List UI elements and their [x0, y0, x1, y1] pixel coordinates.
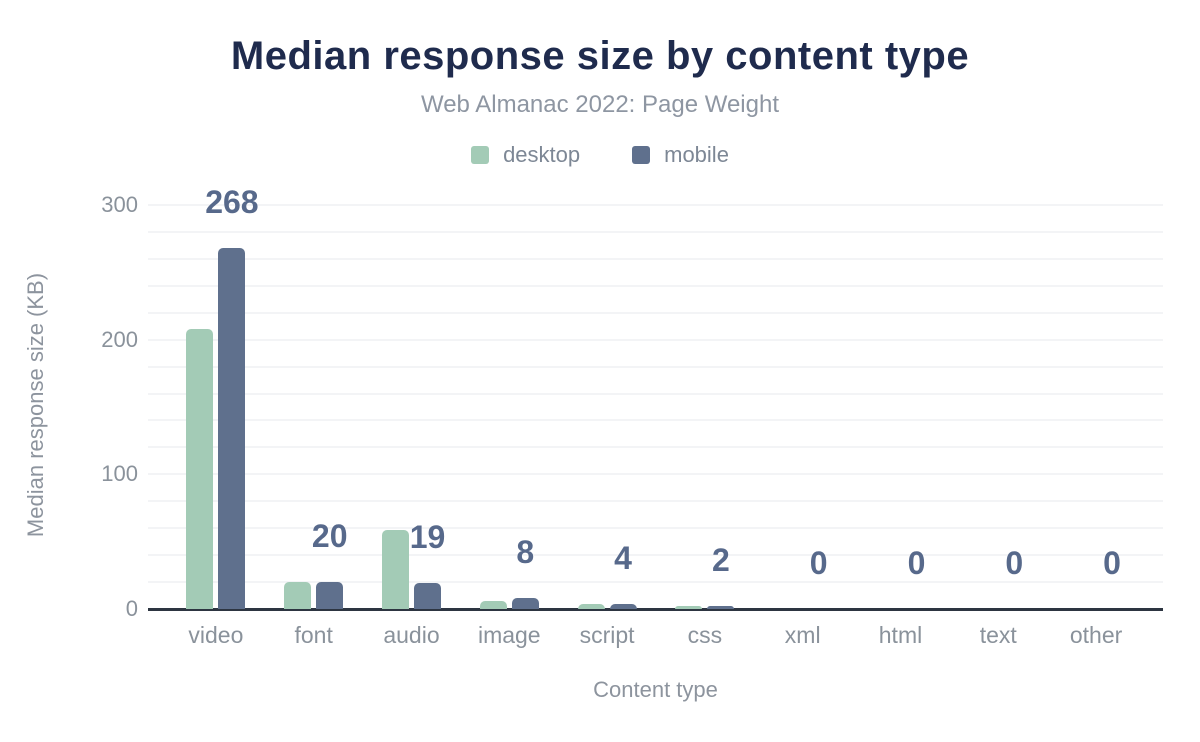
gridline-300 — [148, 204, 1163, 206]
y-tick-label-200: 200 — [101, 326, 138, 352]
gridline-280 — [148, 230, 1163, 233]
chart-title: Median response size by content type — [230, 34, 970, 78]
value-label-image: 8 — [516, 534, 535, 571]
value-label-script: 4 — [614, 539, 632, 576]
bar-css-mobile[interactable] — [707, 606, 735, 609]
x-tick-label-audio: audio — [383, 622, 440, 648]
category-group-css: 2 css — [656, 205, 754, 648]
gridline-220 — [148, 311, 1163, 314]
chart-subtitle: Web Almanac 2022: Page Weight — [420, 91, 779, 118]
bar-font-mobile[interactable] — [316, 582, 344, 609]
gridline-240 — [148, 284, 1163, 287]
value-label-html: 0 — [907, 545, 926, 581]
legend: desktop mobile — [0, 142, 1200, 168]
mobile-swatch-icon — [632, 146, 651, 164]
bar-image-mobile[interactable] — [511, 598, 539, 609]
gridline-80 — [148, 500, 1163, 503]
legend-label-mobile: mobile — [664, 142, 729, 167]
plot-area: 268 video 20 font 19 audio 8 image 4 script 2 css 0 x… — [148, 186, 1163, 648]
bar-video-mobile[interactable] — [218, 248, 246, 609]
x-tick-label-script: script — [579, 622, 635, 648]
bar-script-desktop[interactable] — [577, 603, 605, 609]
category-group-audio: 19 audio — [363, 205, 461, 648]
x-tick-label-css: css — [687, 622, 723, 648]
gridline-100 — [148, 473, 1163, 476]
x-tick-label-text: text — [979, 622, 1017, 648]
x-tick-label-video: video — [188, 622, 244, 648]
bar-audio-mobile[interactable] — [413, 583, 441, 609]
bar-video-desktop[interactable] — [186, 328, 214, 609]
category-group-html: 0 html — [852, 205, 950, 648]
bar-image-desktop[interactable] — [479, 600, 507, 609]
value-label-audio: 19 — [409, 519, 446, 556]
gridline-20 — [148, 581, 1163, 584]
category-group-video: 268 video — [167, 186, 265, 648]
gridline-160 — [148, 392, 1163, 395]
value-label-font: 20 — [311, 518, 348, 555]
gridline-200 — [148, 338, 1163, 341]
bar-css-desktop[interactable] — [675, 606, 703, 609]
category-group-image: 8 image — [460, 205, 558, 648]
x-tick-label-other: other — [1069, 622, 1123, 648]
value-label-video: 268 — [205, 184, 259, 221]
y-tick-label-300: 300 — [101, 192, 138, 217]
gridline-180 — [148, 365, 1163, 368]
category-group-script: 4 script — [558, 205, 656, 648]
bar-font-desktop[interactable] — [284, 582, 312, 609]
category-group-text: 0 text — [949, 205, 1047, 648]
gridline-120 — [148, 446, 1163, 449]
x-tick-label-xml: xml — [784, 622, 821, 648]
legend-item-mobile[interactable]: mobile — [632, 142, 729, 168]
x-tick-label-html: html — [878, 622, 923, 648]
value-label-other: 0 — [1103, 545, 1121, 581]
y-tick-label-100: 100 — [101, 461, 138, 487]
gridline-140 — [148, 419, 1163, 422]
x-tick-label-font: font — [294, 622, 333, 648]
bar-audio-desktop[interactable] — [381, 529, 409, 609]
category-group-font: 20 font — [265, 205, 363, 648]
gridline-60 — [148, 527, 1163, 530]
desktop-swatch-icon — [471, 146, 490, 164]
band-area: 268 video 20 font 19 audio 8 image 4 script 2 css 0 x… — [167, 186, 1145, 648]
x-axis-line — [148, 608, 1163, 611]
gridline-260 — [148, 257, 1163, 260]
x-tick-label-image: image — [477, 622, 541, 648]
legend-label-desktop: desktop — [503, 142, 581, 167]
value-label-xml: 0 — [809, 545, 828, 581]
category-group-xml: 0 xml — [754, 205, 852, 648]
x-axis-title: Content type — [593, 677, 718, 702]
gridline-40 — [148, 554, 1163, 557]
value-label-css: 2 — [711, 542, 730, 579]
value-label-text: 0 — [1005, 545, 1024, 581]
bar-script-mobile[interactable] — [609, 603, 637, 609]
y-tick-label-0: 0 — [125, 596, 138, 621]
legend-item-desktop[interactable]: desktop — [471, 142, 580, 168]
category-group-other: 0 other — [1047, 205, 1145, 648]
